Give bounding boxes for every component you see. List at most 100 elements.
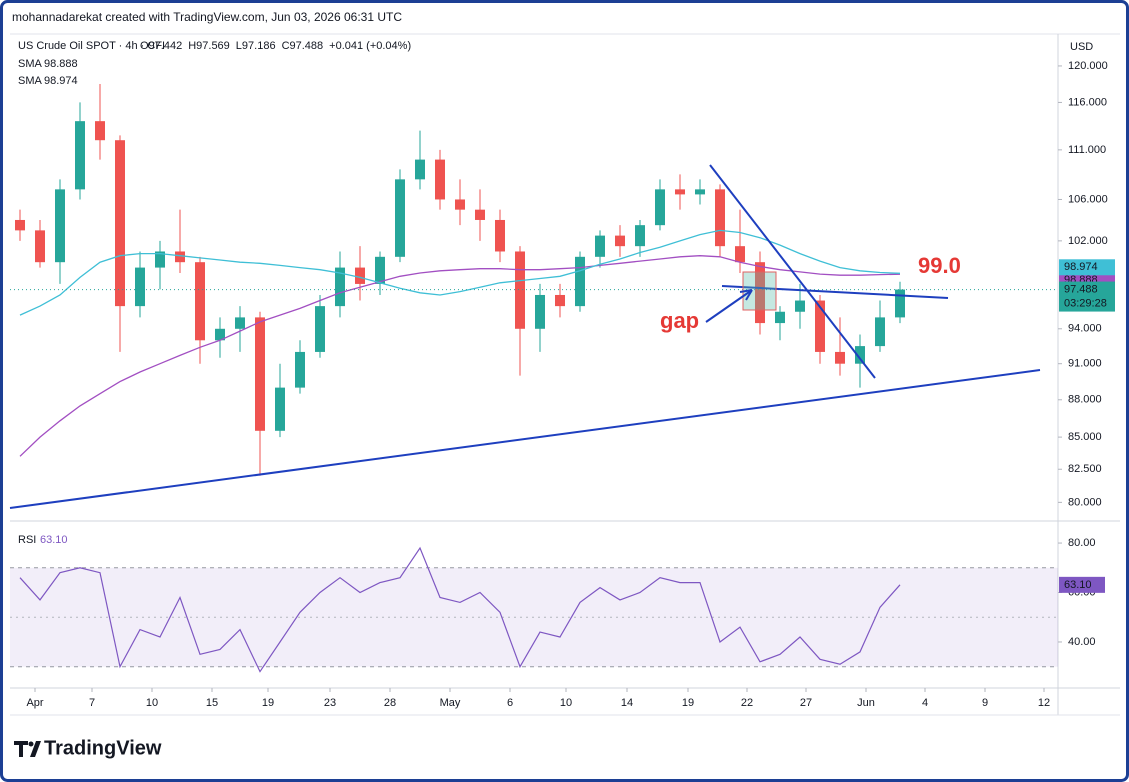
candle-body [375,256,385,284]
candle-body [635,225,645,247]
candle-body [535,294,545,329]
x-tick-label: 9 [982,697,988,709]
x-tick-label: 12 [1038,697,1050,709]
y-tick-label: 111.000 [1068,144,1106,156]
logo-dot [28,741,34,747]
trendline [709,164,876,379]
y-tick-label: 85.000 [1068,431,1102,443]
x-tick-label: 7 [89,697,95,709]
price-label: 98.974 [1064,261,1098,273]
x-tick-label: 19 [262,697,274,709]
candle-body [255,317,265,431]
x-tick-label: Jun [857,697,875,709]
quote-value: L97.186 [236,40,276,52]
y-tick-label: 94.000 [1068,323,1102,335]
y-tick-label: 88.000 [1068,394,1102,406]
candle-body [235,317,245,329]
y-tick-label: 82.500 [1068,463,1102,475]
candle-body [35,230,45,263]
candle-body [735,246,745,263]
annotation: gap [660,308,699,333]
logo [14,741,41,757]
candle-body [855,346,865,364]
annotation: 99.0 [918,253,961,278]
plot: 80.000 82.500 85.000 88.000 91.000 94.000 102.… [10,60,1115,709]
legend-value: 98.974 [44,75,78,87]
candle-body [695,189,705,195]
candle-body [115,140,125,307]
rsi-label: 63.10 [1064,579,1092,591]
candle-body [275,387,285,431]
candle-body [15,219,25,231]
candle-body [615,235,625,247]
candle-body [835,351,845,364]
x-tick-label: 27 [800,697,812,709]
brand: TradingView [44,737,162,759]
y-tick-label: 80.00 [1068,537,1096,549]
sma-line [19,255,901,457]
candle-body [395,179,405,257]
candle-body [435,159,445,200]
x-tick-label: 4 [922,697,928,709]
quote-value: O97.442 [140,40,182,52]
candle-body [675,189,685,195]
trendline [9,369,1041,509]
legend-name: SMA [18,75,43,87]
legend-value: 98.888 [44,58,78,70]
countdown: 03:29:28 [1064,297,1107,309]
price-label-bg [1059,281,1115,312]
quote-value: H97.569 [188,40,230,52]
candle-body [195,262,205,341]
quote-value: +0.041 (+0.04%) [329,40,411,52]
x-tick-label: May [440,697,461,709]
y-tick-label: 40.00 [1068,636,1096,648]
y-tick-label: 80.000 [1068,496,1102,508]
attribution: mohannadarekat created with TradingView.… [12,10,402,24]
quote-value: C97.488 [282,40,324,52]
y-tick-label: 106.000 [1068,193,1108,205]
x-tick-label: 22 [741,697,753,709]
candle-body [515,251,525,329]
arrow [705,289,753,323]
y-tick-label: 116.000 [1068,96,1107,108]
candle-body [815,300,825,352]
candle-body [875,317,885,347]
candle-body [335,267,345,307]
candle-body [795,300,805,312]
logo-mark [14,741,41,757]
x-tick-label: 10 [146,697,158,709]
price-label: 97.488 [1064,283,1098,295]
y-tick-label: 120.000 [1068,60,1108,72]
candle-body [575,256,585,307]
currency: USD [1070,41,1093,53]
candle-body [715,189,725,247]
quote: O97.442 H97.569 L97.186 C97.488 +0.041 (+0.0… [140,40,411,52]
price-label-bg [1059,259,1115,276]
candle-body [755,262,765,324]
candle-body [95,121,105,141]
y-tick-label: 91.000 [1068,358,1102,370]
rsi-label-bg [1059,576,1105,593]
candle-body [355,267,365,284]
y-tick-label: 102.000 [1068,235,1108,247]
candle-body [775,311,785,324]
candle-body [155,251,165,268]
x-tick-label: 15 [206,697,218,709]
candle-body [415,159,425,180]
candle-body [595,235,605,257]
x-tick-label: 28 [384,697,396,709]
trendline [721,285,949,299]
candle-body [175,251,185,263]
candle-body [555,294,565,307]
x-tick-label: 19 [682,697,694,709]
candle-body [215,328,225,341]
x-tick-label: Apr [26,697,43,709]
x-tick-label: 23 [324,697,336,709]
x-tick-label: 14 [621,697,633,709]
candle-body [495,219,505,252]
x-tick-label: 6 [507,697,513,709]
rsi-line [19,546,901,673]
candle-body [475,209,485,220]
